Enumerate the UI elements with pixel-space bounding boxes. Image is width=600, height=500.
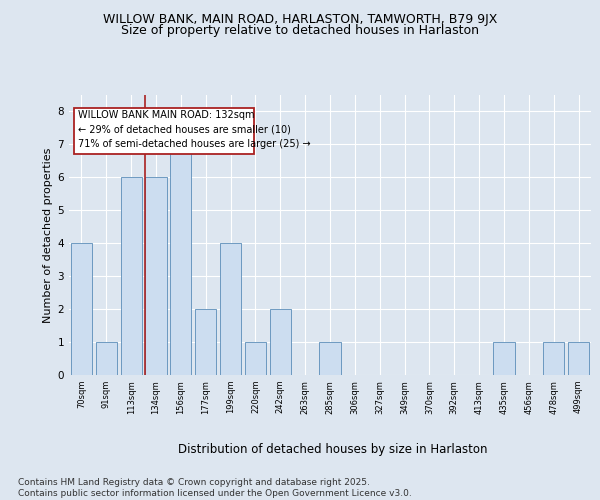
Text: Size of property relative to detached houses in Harlaston: Size of property relative to detached ho… bbox=[121, 24, 479, 37]
Text: Contains HM Land Registry data © Crown copyright and database right 2025.
Contai: Contains HM Land Registry data © Crown c… bbox=[18, 478, 412, 498]
Bar bbox=[493, 342, 515, 375]
Bar bbox=[121, 178, 142, 375]
Bar bbox=[220, 243, 241, 375]
Bar bbox=[96, 342, 117, 375]
Bar bbox=[145, 178, 167, 375]
Y-axis label: Number of detached properties: Number of detached properties bbox=[43, 148, 53, 322]
Bar bbox=[195, 309, 216, 375]
Bar bbox=[270, 309, 291, 375]
Text: Distribution of detached houses by size in Harlaston: Distribution of detached houses by size … bbox=[178, 442, 488, 456]
Bar bbox=[245, 342, 266, 375]
Text: WILLOW BANK, MAIN ROAD, HARLASTON, TAMWORTH, B79 9JX: WILLOW BANK, MAIN ROAD, HARLASTON, TAMWO… bbox=[103, 12, 497, 26]
Bar bbox=[170, 144, 191, 375]
Bar bbox=[71, 243, 92, 375]
Text: WILLOW BANK MAIN ROAD: 132sqm
← 29% of detached houses are smaller (10)
71% of s: WILLOW BANK MAIN ROAD: 132sqm ← 29% of d… bbox=[79, 110, 311, 148]
FancyBboxPatch shape bbox=[74, 108, 254, 154]
Bar bbox=[543, 342, 564, 375]
Bar bbox=[568, 342, 589, 375]
Bar bbox=[319, 342, 341, 375]
